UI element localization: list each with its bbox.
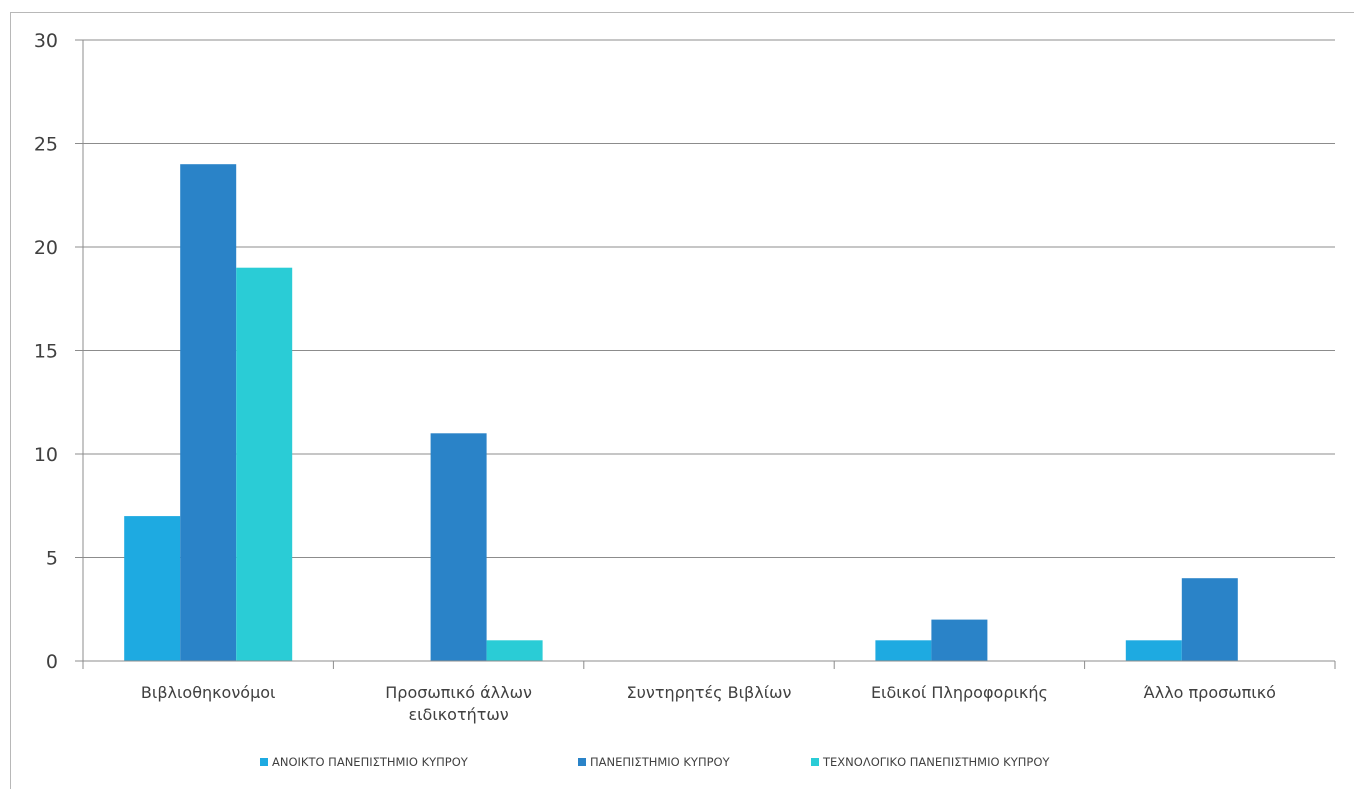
- legend: ΑΝΟΙΚΤΟ ΠΑΝΕΠΙΣΤΗΜΙΟ ΚΥΠΡΟΥ ΠΑΝΕΠΙΣΤΗΜΙΟ …: [260, 755, 1050, 769]
- bar-1-1: [430, 433, 487, 661]
- x-tick-label-4: Άλλο προσωπικό: [1144, 683, 1276, 702]
- x-tick-labels: Βιβλιοθηκονόμοι Προσωπικό άλλων ειδικοτήτω…: [141, 683, 1276, 724]
- x-tick-label-3: Ειδικοί Πληροφορικής: [871, 683, 1048, 702]
- x-tick-label-line: Συντηρητές Βιβλίων: [627, 683, 792, 702]
- x-tick-label-2: Συντηρητές Βιβλίων: [627, 683, 792, 702]
- x-tick-label-1: Προσωπικό άλλων ειδικοτήτων: [385, 683, 532, 724]
- bars: [124, 164, 1238, 661]
- y-tick-label-15: 15: [34, 341, 58, 363]
- bar-0-3: [875, 640, 932, 661]
- y-tick-label-25: 25: [34, 134, 58, 156]
- gridlines: [75, 39, 1335, 558]
- x-tick-label-line: Άλλο προσωπικό: [1144, 683, 1276, 702]
- x-tick-label-0: Βιβλιοθηκονόμοι: [141, 683, 276, 702]
- bar-1-0: [180, 164, 237, 661]
- y-tick-label-0: 0: [46, 651, 58, 673]
- x-tick-label-line: Προσωπικό άλλων: [385, 683, 532, 702]
- legend-label-1: ΠΑΝΕΠΙΣΤΗΜΙΟ ΚΥΠΡΟΥ: [590, 755, 731, 769]
- y-tick-label-5: 5: [46, 548, 58, 570]
- legend-swatch-0: [260, 758, 268, 766]
- bar-2-1: [486, 640, 543, 661]
- legend-label-2: ΤΕΧΝΟΛΟΓΙΚΟ ΠΑΝΕΠΙΣΤΗΜΙΟ ΚΥΠΡΟΥ: [822, 755, 1050, 769]
- y-tick-label-10: 10: [34, 444, 58, 466]
- x-tick-label-line: ειδικοτήτων: [408, 705, 508, 724]
- y-tick-label-30: 30: [34, 30, 58, 52]
- bar-2-0: [236, 267, 293, 661]
- y-tick-label-20: 20: [34, 237, 58, 259]
- legend-label-0: ΑΝΟΙΚΤΟ ΠΑΝΕΠΙΣΤΗΜΙΟ ΚΥΠΡΟΥ: [272, 755, 469, 769]
- x-tick-label-line: Ειδικοί Πληροφορικής: [871, 683, 1048, 702]
- y-tick-labels: 0 5 10 15 20 25 30: [34, 30, 58, 673]
- legend-swatch-2: [811, 758, 819, 766]
- x-tick-label-line: Βιβλιοθηκονόμοι: [141, 683, 276, 702]
- chart-frame: [10, 12, 1354, 789]
- bar-1-3: [931, 619, 988, 661]
- legend-swatch-1: [578, 758, 586, 766]
- bar-1-4: [1181, 578, 1238, 661]
- bar-0-0: [124, 516, 181, 661]
- axes: [75, 40, 1336, 669]
- bar-0-4: [1125, 640, 1182, 661]
